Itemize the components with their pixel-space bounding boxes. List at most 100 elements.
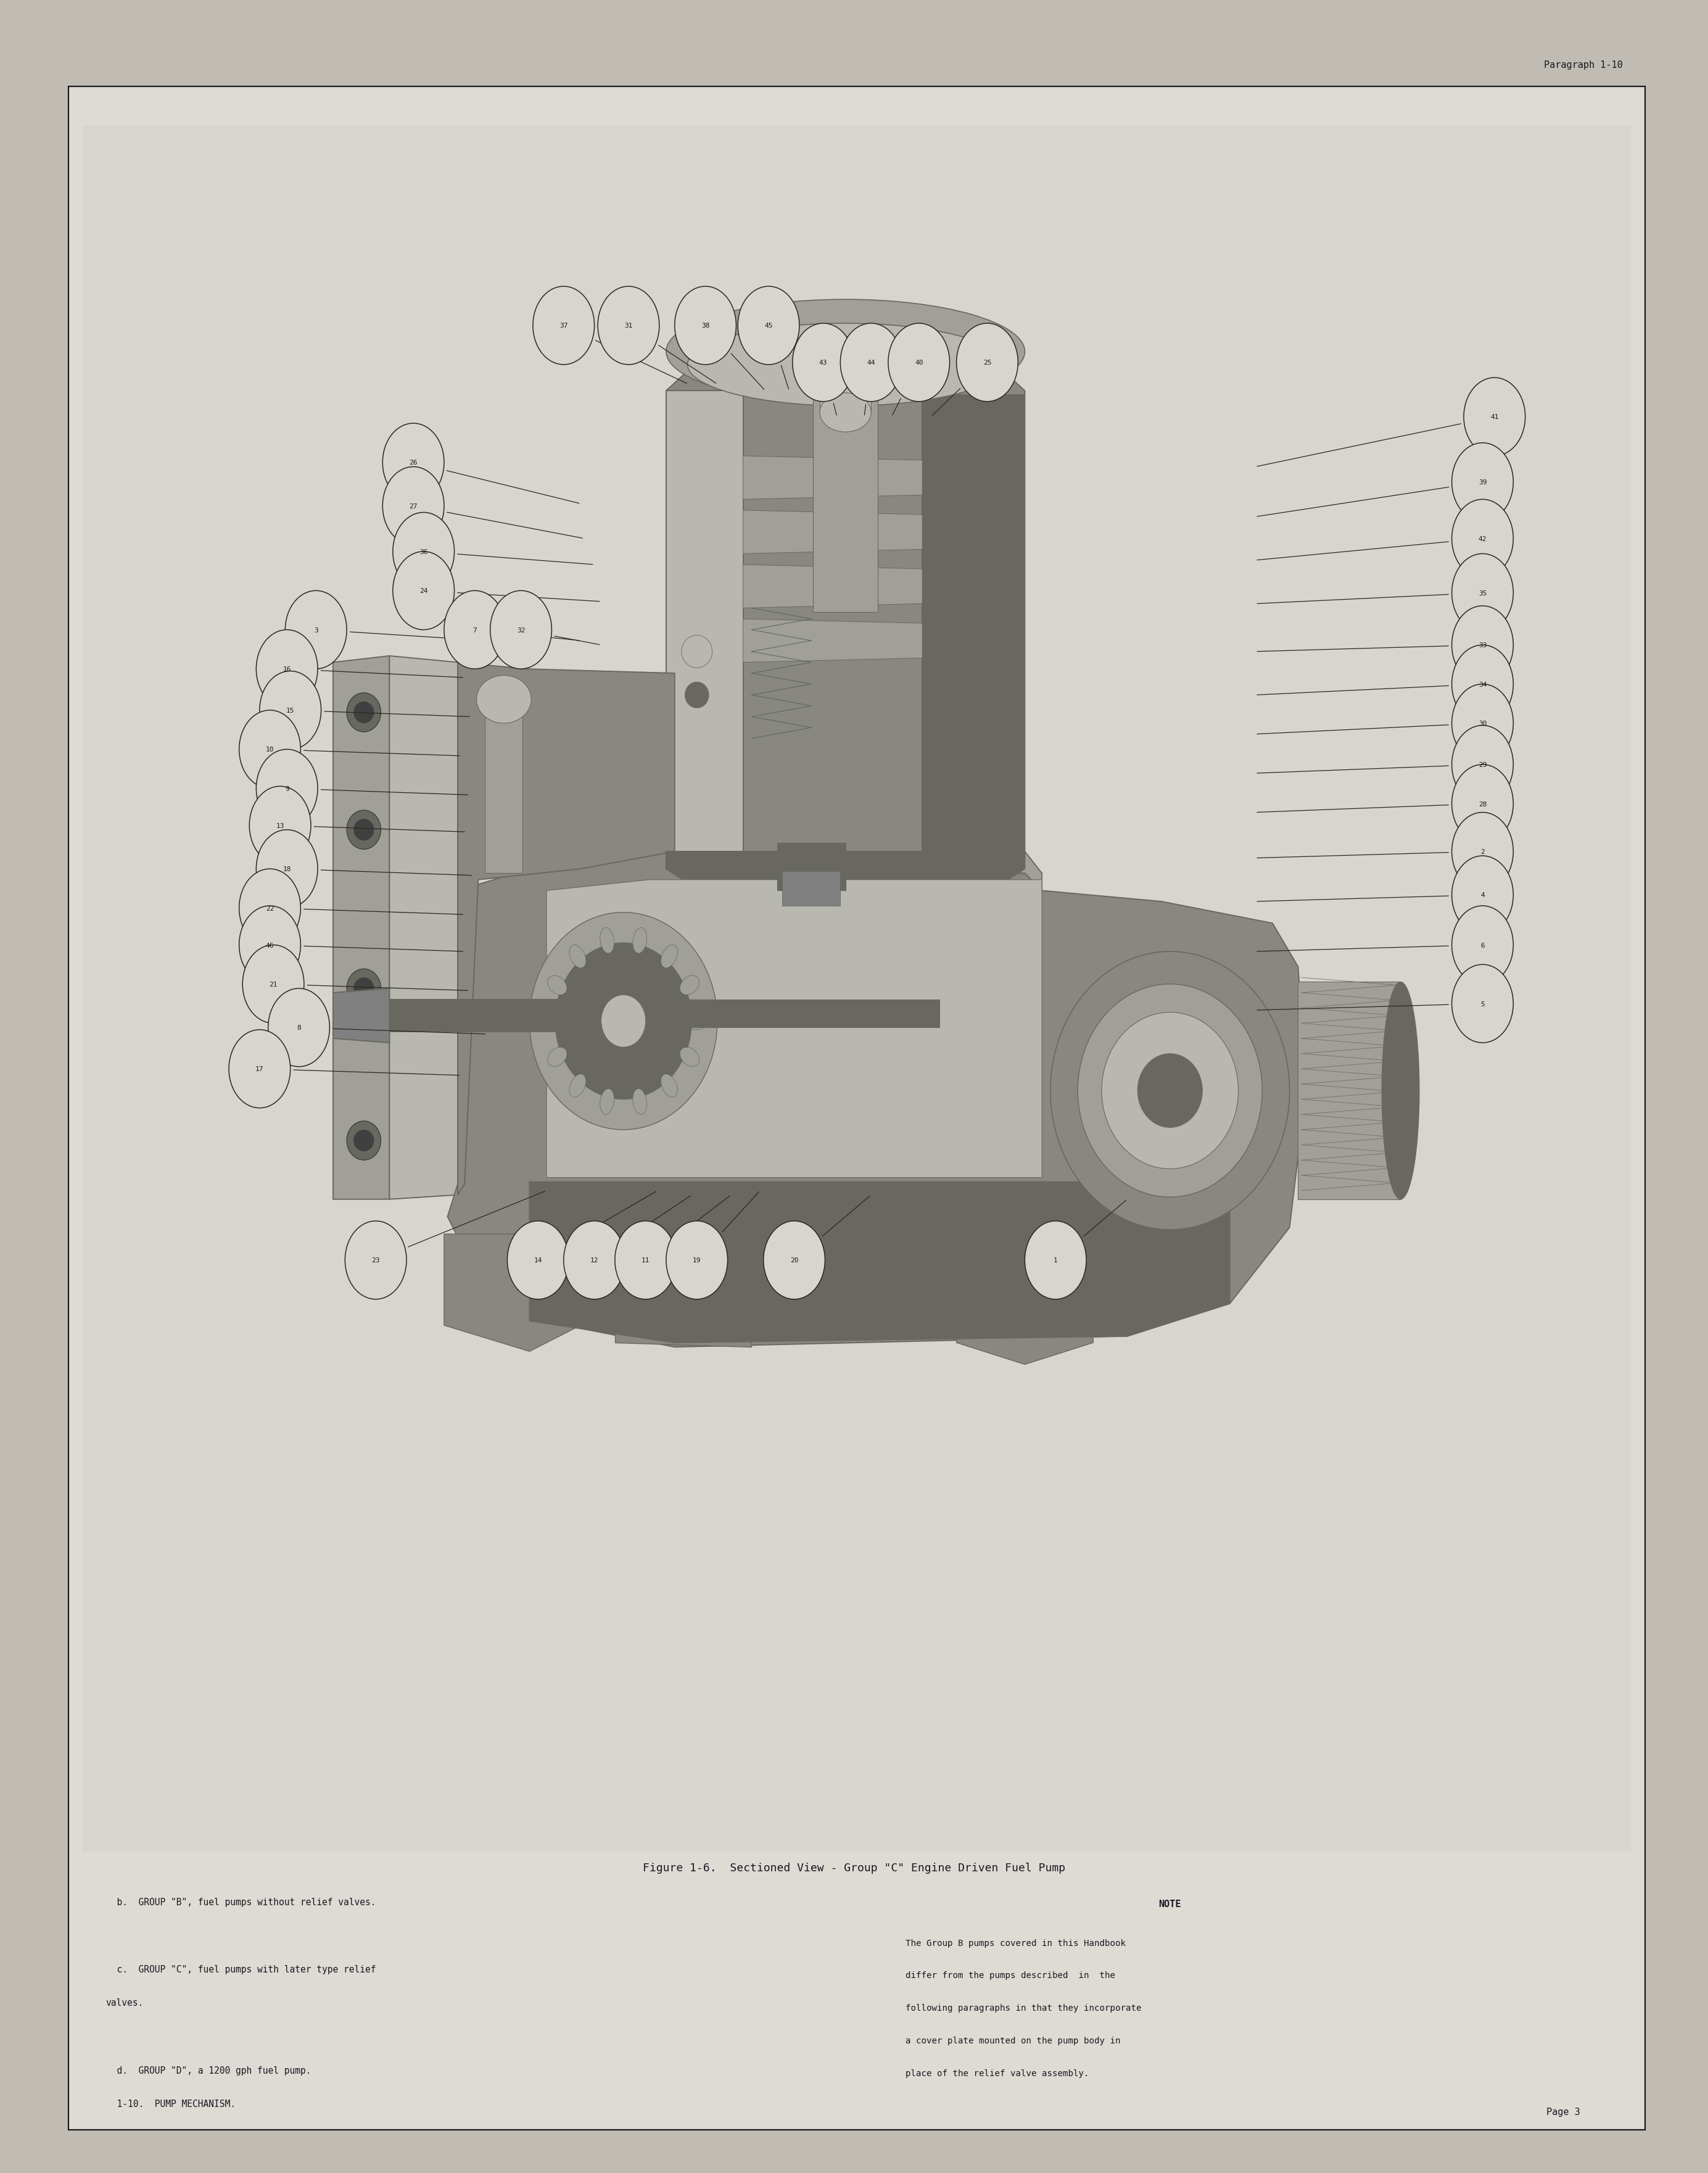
Ellipse shape [347, 693, 381, 732]
Text: differ from the pumps described  in  the: differ from the pumps described in the [905, 1971, 1115, 1980]
Circle shape [956, 324, 1018, 402]
Text: 18: 18 [284, 867, 290, 871]
Circle shape [239, 869, 301, 947]
Text: 46: 46 [266, 943, 273, 947]
Text: place of the relief valve assembly.: place of the relief valve assembly. [905, 2069, 1088, 2077]
Text: 10: 10 [266, 748, 273, 752]
Ellipse shape [354, 978, 374, 1000]
Polygon shape [666, 352, 1025, 869]
Circle shape [239, 906, 301, 984]
Text: 17: 17 [256, 1067, 263, 1071]
Ellipse shape [347, 969, 381, 1008]
Text: 2: 2 [1481, 850, 1484, 854]
Polygon shape [743, 511, 922, 554]
Text: d.  GROUP "D", a 1200 gph fuel pump.: d. GROUP "D", a 1200 gph fuel pump. [106, 2064, 311, 2075]
Text: 28: 28 [1479, 802, 1486, 806]
Circle shape [393, 513, 454, 591]
Text: 37: 37 [560, 324, 567, 328]
Circle shape [285, 591, 347, 669]
Ellipse shape [477, 676, 531, 724]
Text: 14: 14 [535, 1258, 541, 1263]
Text: The Group B pumps covered in this Handbook: The Group B pumps covered in this Handbo… [905, 1938, 1126, 1947]
Ellipse shape [555, 943, 692, 1100]
Circle shape [1452, 684, 1513, 763]
Ellipse shape [347, 1121, 381, 1160]
Ellipse shape [569, 1073, 586, 1097]
Circle shape [444, 591, 506, 669]
FancyBboxPatch shape [68, 87, 1645, 2130]
Ellipse shape [548, 976, 567, 995]
Text: 7: 7 [473, 628, 477, 632]
Polygon shape [743, 456, 922, 500]
Text: 31: 31 [625, 324, 632, 328]
Ellipse shape [680, 1047, 699, 1067]
Circle shape [1452, 554, 1513, 632]
Polygon shape [743, 565, 922, 608]
Ellipse shape [354, 702, 374, 724]
Text: 32: 32 [518, 628, 524, 632]
Polygon shape [675, 852, 1042, 891]
Polygon shape [389, 656, 458, 1199]
Circle shape [738, 287, 799, 365]
Text: valves.: valves. [106, 1999, 143, 2008]
Ellipse shape [681, 637, 712, 669]
Text: 16: 16 [284, 667, 290, 671]
Circle shape [383, 467, 444, 545]
Polygon shape [458, 663, 675, 1195]
Text: 30: 30 [1479, 721, 1486, 726]
Text: c.  GROUP "C", fuel pumps with later type relief: c. GROUP "C", fuel pumps with later type… [106, 1964, 376, 1973]
Circle shape [260, 671, 321, 750]
Ellipse shape [354, 819, 374, 841]
Circle shape [249, 787, 311, 865]
Ellipse shape [1078, 984, 1262, 1197]
Text: 38: 38 [702, 324, 709, 328]
Polygon shape [333, 1000, 581, 1032]
Circle shape [1452, 726, 1513, 804]
Polygon shape [333, 656, 389, 1199]
Ellipse shape [1138, 1054, 1202, 1128]
Polygon shape [666, 391, 743, 869]
Text: 11: 11 [642, 1258, 649, 1263]
Circle shape [1452, 443, 1513, 522]
Text: 3: 3 [314, 628, 318, 632]
Circle shape [840, 324, 902, 402]
Ellipse shape [601, 995, 646, 1047]
Ellipse shape [680, 976, 699, 995]
Circle shape [666, 1221, 728, 1299]
Ellipse shape [685, 682, 709, 708]
Text: following paragraphs in that they incorporate: following paragraphs in that they incorp… [905, 2004, 1141, 2012]
Text: 12: 12 [591, 1258, 598, 1263]
FancyBboxPatch shape [813, 356, 878, 613]
Circle shape [239, 711, 301, 789]
Polygon shape [666, 1000, 939, 1028]
Ellipse shape [666, 300, 1025, 404]
Ellipse shape [600, 928, 615, 954]
FancyBboxPatch shape [782, 871, 840, 906]
Polygon shape [922, 395, 1025, 852]
Circle shape [1452, 906, 1513, 984]
Circle shape [256, 830, 318, 908]
Ellipse shape [548, 1047, 567, 1067]
Ellipse shape [687, 1013, 707, 1030]
Ellipse shape [600, 1089, 615, 1115]
Circle shape [1452, 606, 1513, 684]
Text: 41: 41 [1491, 415, 1498, 419]
Circle shape [564, 1221, 625, 1299]
Circle shape [1452, 765, 1513, 843]
Circle shape [793, 324, 854, 402]
Polygon shape [547, 880, 1042, 1178]
Text: 26: 26 [410, 461, 417, 465]
Circle shape [1464, 378, 1525, 456]
Text: 15: 15 [287, 708, 294, 713]
Text: 21: 21 [270, 982, 277, 987]
Circle shape [1452, 500, 1513, 578]
Circle shape [1452, 645, 1513, 724]
Polygon shape [666, 852, 1025, 891]
Ellipse shape [569, 945, 586, 969]
Text: 27: 27 [410, 504, 417, 508]
Ellipse shape [687, 324, 1004, 406]
Polygon shape [529, 1182, 1230, 1343]
Text: 23: 23 [372, 1258, 379, 1263]
Circle shape [1452, 856, 1513, 934]
Polygon shape [956, 1239, 1093, 1365]
